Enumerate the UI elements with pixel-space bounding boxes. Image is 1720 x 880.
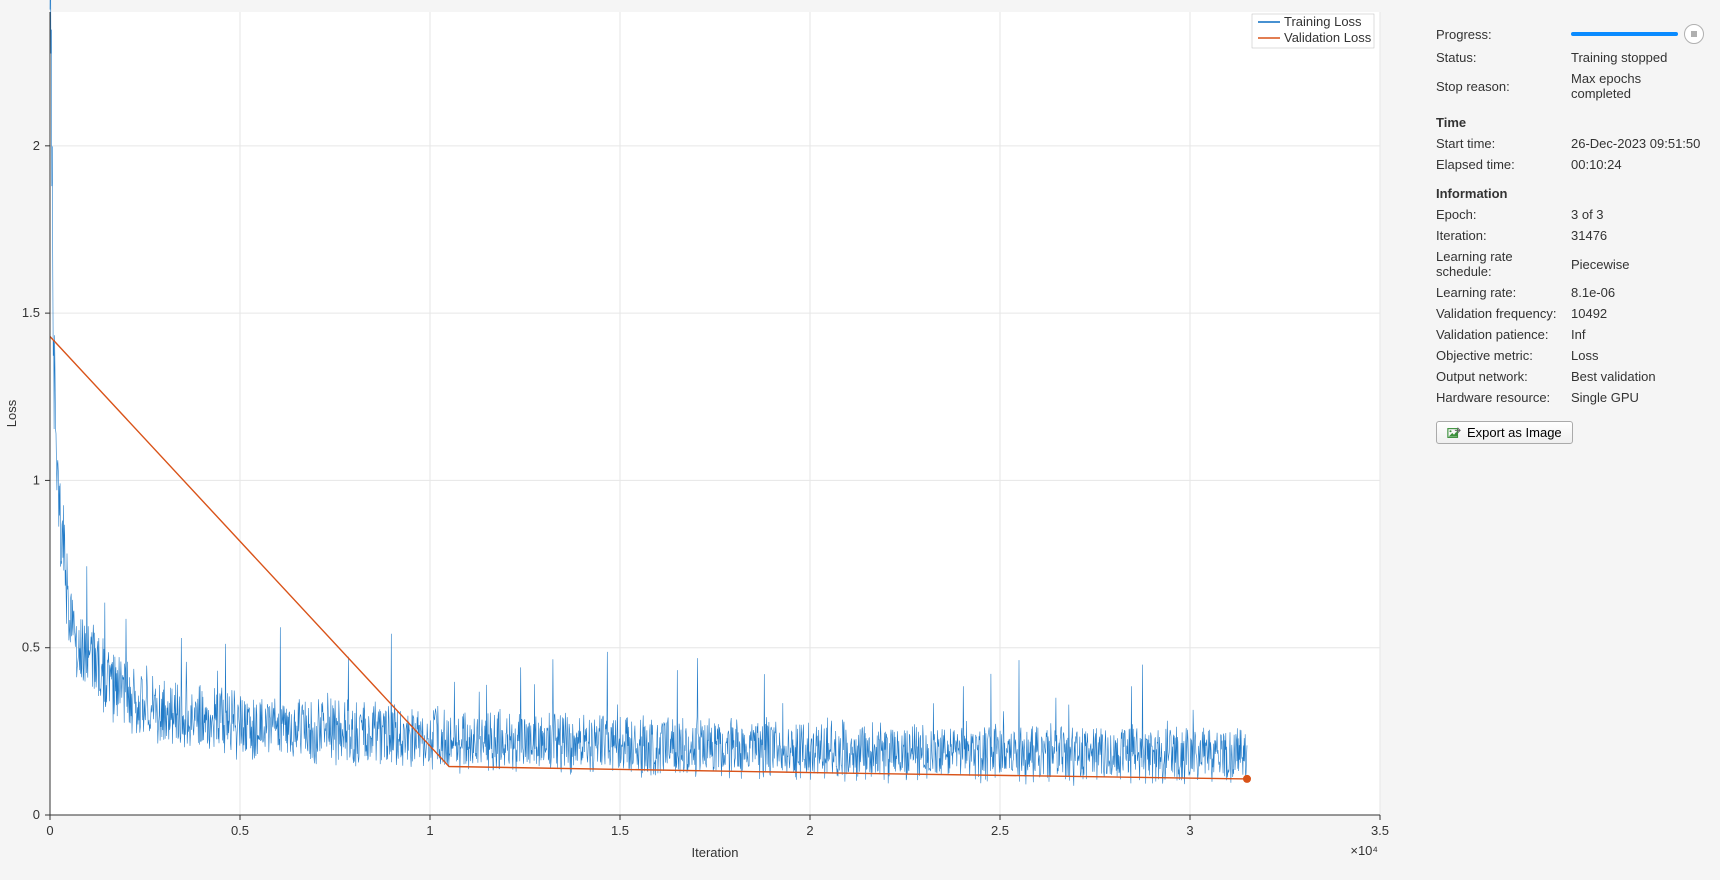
valfreq-value: 10492	[1571, 306, 1704, 321]
stop-button[interactable]	[1684, 24, 1704, 44]
progress-row: Progress:	[1436, 24, 1704, 44]
chart-pane: 0 0.5 1 1.5 2 2.5 3 3.5 0 0.5 1 1.5 2 Iteration ×10⁴ Lo…	[0, 0, 1420, 880]
starttime-row: Start time: 26-Dec-2023 09:51:50	[1436, 136, 1704, 151]
valpat-row: Validation patience: Inf	[1436, 327, 1704, 342]
objmet-label: Objective metric:	[1436, 348, 1571, 363]
starttime-value: 26-Dec-2023 09:51:50	[1571, 136, 1704, 151]
iteration-row: Iteration: 31476	[1436, 228, 1704, 243]
valpat-label: Validation patience:	[1436, 327, 1571, 342]
time-heading: Time	[1436, 115, 1704, 130]
info-heading: Information	[1436, 186, 1704, 201]
iteration-value: 31476	[1571, 228, 1704, 243]
svg-text:0: 0	[46, 823, 53, 838]
outnet-label: Output network:	[1436, 369, 1571, 384]
export-icon	[1447, 426, 1461, 440]
starttime-label: Start time:	[1436, 136, 1571, 151]
lr-row: Learning rate: 8.1e-06	[1436, 285, 1704, 300]
hw-row: Hardware resource: Single GPU	[1436, 390, 1704, 405]
progress-label: Progress:	[1436, 27, 1571, 42]
svg-text:3: 3	[1186, 823, 1193, 838]
epoch-value: 3 of 3	[1571, 207, 1704, 222]
valpat-value: Inf	[1571, 327, 1704, 342]
stopreason-label: Stop reason:	[1436, 79, 1571, 94]
svg-text:2.5: 2.5	[991, 823, 1009, 838]
svg-text:×10⁴: ×10⁴	[1350, 843, 1378, 858]
epoch-row: Epoch: 3 of 3	[1436, 207, 1704, 222]
epoch-label: Epoch:	[1436, 207, 1571, 222]
svg-text:1: 1	[426, 823, 433, 838]
status-row: Status: Training stopped	[1436, 50, 1704, 65]
hw-value: Single GPU	[1571, 390, 1704, 405]
loss-chart: 0 0.5 1 1.5 2 2.5 3 3.5 0 0.5 1 1.5 2 Iteration ×10⁴ Lo…	[0, 0, 1420, 880]
svg-text:0: 0	[33, 807, 40, 822]
svg-text:0.5: 0.5	[231, 823, 249, 838]
valfreq-row: Validation frequency: 10492	[1436, 306, 1704, 321]
status-label: Status:	[1436, 50, 1571, 65]
lrsched-row: Learning rate schedule: Piecewise	[1436, 249, 1704, 279]
svg-text:Loss: Loss	[4, 399, 19, 427]
lrsched-value: Piecewise	[1571, 257, 1704, 272]
info-panel: Progress: Status: Training stopped Stop …	[1420, 0, 1720, 880]
svg-text:Validation Loss: Validation Loss	[1284, 30, 1372, 45]
svg-text:2: 2	[33, 138, 40, 153]
valfreq-label: Validation frequency:	[1436, 306, 1571, 321]
status-value: Training stopped	[1571, 50, 1704, 65]
svg-text:Training Loss: Training Loss	[1284, 14, 1362, 29]
elapsed-label: Elapsed time:	[1436, 157, 1571, 172]
svg-text:2: 2	[806, 823, 813, 838]
svg-text:0.5: 0.5	[22, 640, 40, 655]
elapsed-value: 00:10:24	[1571, 157, 1704, 172]
progress-bar	[1571, 32, 1678, 36]
hw-label: Hardware resource:	[1436, 390, 1571, 405]
svg-text:1.5: 1.5	[611, 823, 629, 838]
lr-label: Learning rate:	[1436, 285, 1571, 300]
elapsed-row: Elapsed time: 00:10:24	[1436, 157, 1704, 172]
iteration-label: Iteration:	[1436, 228, 1571, 243]
outnet-value: Best validation	[1571, 369, 1704, 384]
stopreason-value: Max epochs completed	[1571, 71, 1704, 101]
svg-text:1.5: 1.5	[22, 305, 40, 320]
stop-icon	[1691, 31, 1697, 37]
lrsched-label: Learning rate schedule:	[1436, 249, 1571, 279]
stopreason-row: Stop reason: Max epochs completed	[1436, 71, 1704, 101]
export-label: Export as Image	[1467, 425, 1562, 440]
svg-text:1: 1	[33, 472, 40, 487]
lr-value: 8.1e-06	[1571, 285, 1704, 300]
app-root: 0 0.5 1 1.5 2 2.5 3 3.5 0 0.5 1 1.5 2 Iteration ×10⁴ Lo…	[0, 0, 1720, 880]
outnet-row: Output network: Best validation	[1436, 369, 1704, 384]
export-as-image-button[interactable]: Export as Image	[1436, 421, 1573, 444]
svg-text:3.5: 3.5	[1371, 823, 1389, 838]
objmet-value: Loss	[1571, 348, 1704, 363]
svg-text:Iteration: Iteration	[692, 845, 739, 860]
objmet-row: Objective metric: Loss	[1436, 348, 1704, 363]
